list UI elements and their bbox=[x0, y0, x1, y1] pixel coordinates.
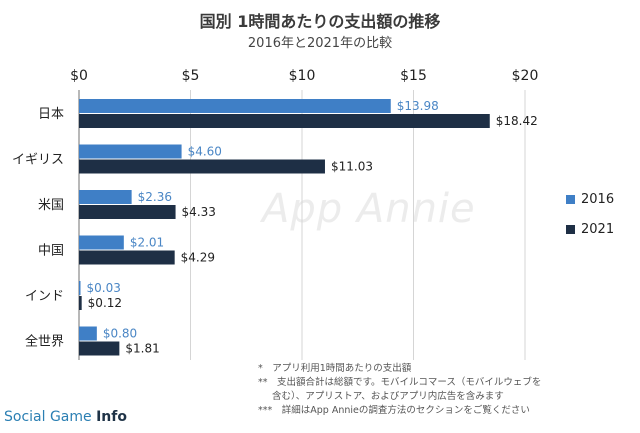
category-label: 米国 bbox=[38, 198, 64, 213]
bar-2021 bbox=[79, 159, 325, 174]
bar-2016 bbox=[79, 99, 391, 113]
x-tick-label: $15 bbox=[400, 68, 427, 84]
data-label-2016: $2.36 bbox=[138, 190, 172, 204]
bar-2016 bbox=[79, 235, 124, 250]
legend-item-2016: 2016 bbox=[566, 192, 614, 207]
bar-2021 bbox=[79, 296, 82, 310]
category-label: 中国 bbox=[38, 244, 64, 259]
chart-subtitle: 2016年と2021年の比較 bbox=[247, 36, 393, 51]
category-label: インド bbox=[25, 289, 64, 304]
category-label: イギリス bbox=[12, 153, 64, 168]
x-tick-label: $5 bbox=[182, 68, 200, 84]
bar-2016 bbox=[79, 144, 182, 159]
source-logo: Social Game Info bbox=[4, 409, 127, 425]
data-label-2021: $1.81 bbox=[125, 342, 159, 356]
source-logo-part2: Info bbox=[96, 409, 127, 425]
bar-2016 bbox=[79, 281, 81, 295]
data-label-2021: $0.12 bbox=[88, 296, 122, 310]
footnote-2: ** 支出額合計は総額です。モバイルコマース（モバイルウェブを bbox=[258, 377, 542, 388]
x-tick-label: $0 bbox=[70, 68, 88, 84]
footnote-1: * アプリ利用1時間あたりの支出額 bbox=[258, 363, 412, 374]
data-label-2016: $0.80 bbox=[103, 327, 137, 341]
data-label-2016: $2.01 bbox=[130, 236, 164, 250]
bar-2016 bbox=[79, 326, 97, 341]
data-label-2021: $4.29 bbox=[181, 251, 215, 265]
data-label-2021: $4.33 bbox=[182, 205, 216, 219]
bar-2016 bbox=[79, 190, 132, 204]
data-label-2016: $4.60 bbox=[188, 145, 222, 159]
category-label: 日本 bbox=[38, 107, 64, 122]
data-label-2016: $13.98 bbox=[397, 99, 439, 113]
bar-2021 bbox=[79, 114, 490, 128]
footnotes: * アプリ利用1時間あたりの支出額 ** 支出額合計は総額です。モバイルコマース… bbox=[258, 362, 541, 418]
x-tick-label: $20 bbox=[512, 68, 539, 84]
x-tick-label: $10 bbox=[289, 68, 316, 84]
legend-label-2021: 2021 bbox=[581, 222, 615, 237]
footnote-3: *** 詳細はApp Annieの調査方法のセクションをご覧ください bbox=[258, 405, 530, 416]
footnote-2-cont: 含む）、アプリストア、およびアプリ内広告を含みます bbox=[272, 391, 504, 402]
bar-2021 bbox=[79, 341, 120, 356]
bar-2021 bbox=[79, 250, 175, 265]
legend-item-2021: 2021 bbox=[566, 222, 614, 237]
data-label-2016: $0.03 bbox=[87, 281, 121, 295]
legend-label-2016: 2016 bbox=[581, 192, 615, 207]
category-label: 全世界 bbox=[25, 334, 64, 350]
legend-swatch-2016 bbox=[566, 195, 575, 204]
bar-chart: $0 $5 $10 $15 $20 日本 $13.98 $18.42 イギリス $4.60 $11.… bbox=[12, 68, 539, 360]
data-label-2021: $18.42 bbox=[496, 114, 538, 128]
source-logo-part1: Social Game bbox=[4, 409, 97, 425]
watermark: App Annie bbox=[262, 186, 476, 232]
chart-title: 国別 1時間あたりの支出額の推移 bbox=[199, 12, 441, 31]
data-label-2021: $11.03 bbox=[331, 160, 373, 174]
legend-swatch-2021 bbox=[566, 225, 575, 234]
bar-2021 bbox=[79, 205, 176, 219]
